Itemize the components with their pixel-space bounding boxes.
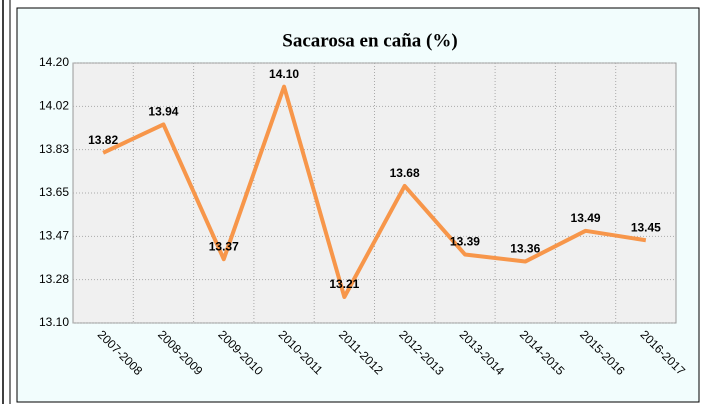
data-label: 13.37	[209, 239, 239, 253]
data-label: 13.21	[329, 277, 359, 291]
data-label: 13.49	[571, 211, 601, 225]
y-tick-label: 13.28	[39, 272, 69, 286]
line	[102, 84, 647, 299]
y-tick-label: 14.20	[39, 55, 69, 69]
y-tick-label: 13.47	[39, 228, 69, 242]
chart-title: Sacarosa en caña (%)	[282, 30, 457, 51]
y-tick-label: 14.02	[39, 98, 69, 112]
data-label: 13.36	[510, 242, 540, 256]
data-label: 13.45	[631, 220, 661, 234]
data-label: 13.82	[88, 133, 118, 147]
y-tick-label: 13.83	[39, 142, 69, 156]
data-label: 13.94	[148, 105, 178, 119]
data-label: 13.39	[450, 235, 480, 249]
y-tick-label: 13.10	[39, 315, 69, 329]
data-label: 13.68	[390, 166, 420, 180]
y-tick-label: 13.65	[39, 185, 69, 199]
data-label: 14.10	[269, 67, 299, 81]
